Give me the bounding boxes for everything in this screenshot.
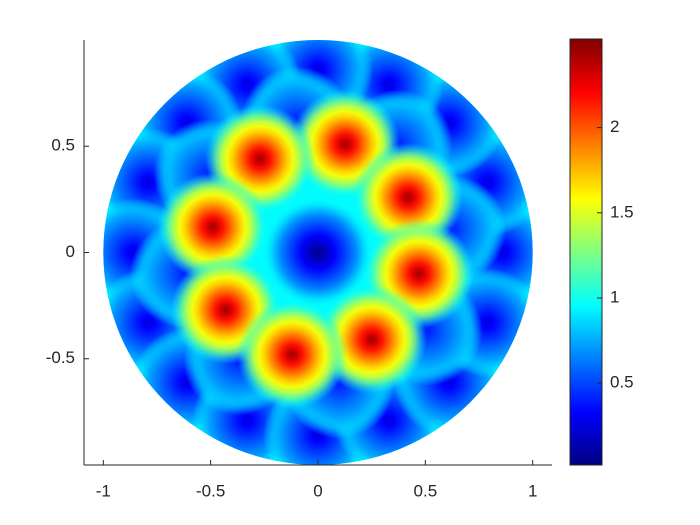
y-tick-label: 0.5 (51, 136, 75, 155)
x-tick-label: -0.5 (196, 481, 225, 500)
y-tick-label: -0.5 (46, 348, 75, 367)
x-tick-label: 0 (313, 481, 322, 500)
colorbar-tick-label: 1.5 (610, 202, 634, 221)
y-tick-label: 0 (66, 242, 75, 261)
colorbar-tick-label: 2 (610, 117, 619, 136)
x-tick-label: 1 (528, 481, 537, 500)
heat-blob (157, 172, 268, 282)
plot-area (103, 40, 533, 465)
heat-blob (263, 198, 373, 307)
colorbar-tick-label: 0.5 (610, 373, 634, 392)
colorbar (569, 38, 603, 466)
colorbar-tick-label: 1 (610, 287, 619, 306)
heat-blob (237, 300, 348, 409)
x-tick-label: 0.5 (414, 481, 438, 500)
x-tick-label: -1 (96, 481, 111, 500)
